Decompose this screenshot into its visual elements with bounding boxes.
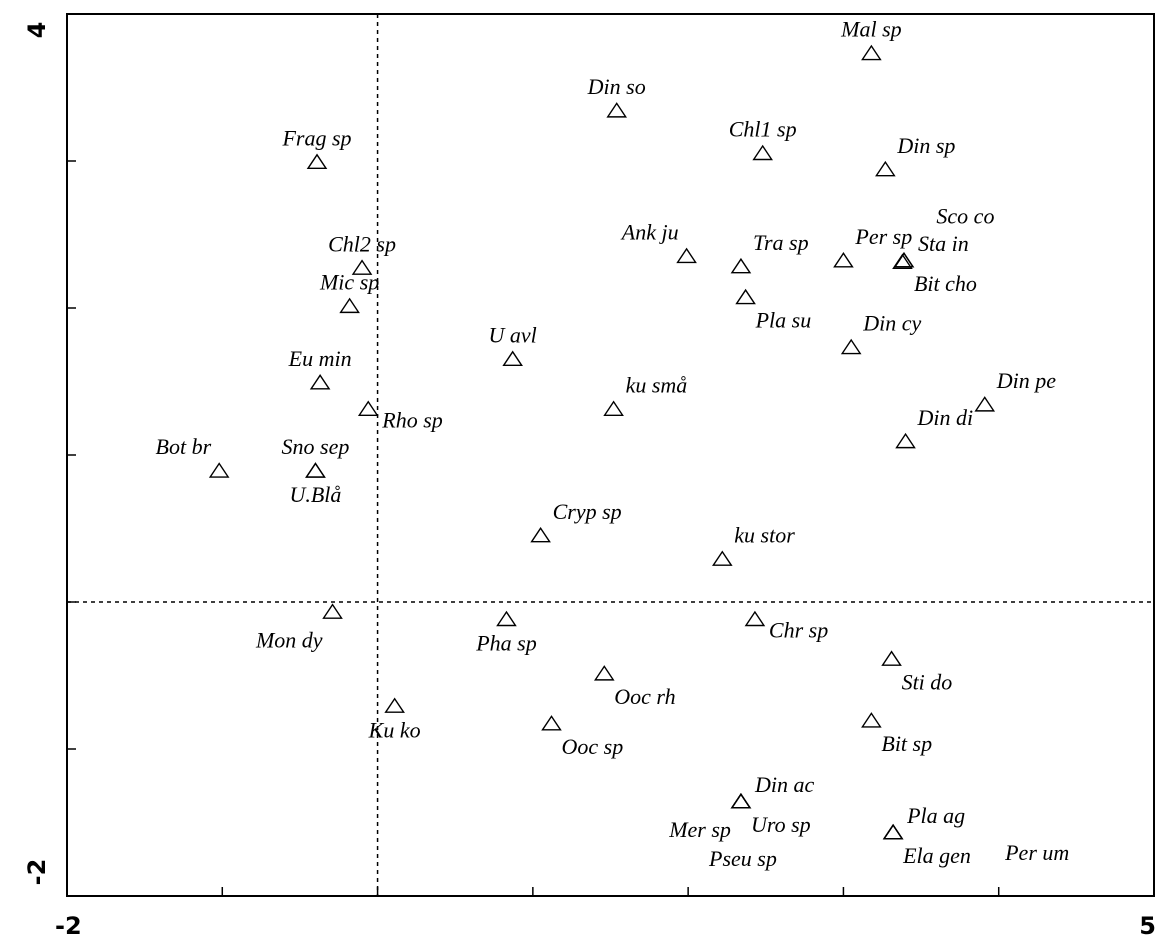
species-label: ku små [626,372,688,397]
species-marker [530,526,551,543]
species-label: Sta in [918,231,969,256]
species-label: Chl1 sp [729,117,797,142]
species-marker [305,462,326,478]
species-label: Rho sp [381,407,443,432]
species-label: Pseu sp [708,846,777,871]
species-label: Din ac [754,772,815,797]
species-label: Bot br [156,434,212,459]
species-marker [730,793,752,809]
species-marker [882,823,904,840]
species-marker [730,257,752,274]
species-marker [339,297,360,314]
species-label: Ela gen [902,843,971,868]
species-marker [875,160,896,177]
species-marker [881,650,902,666]
species-label: Din di [917,405,974,430]
species-points [208,44,996,840]
y-tick-label: -2 [23,859,51,886]
species-marker [882,823,904,840]
axis-tick-labels: -2 5 4 -2 [23,22,1156,940]
species-marker [606,102,628,118]
species-marker [840,338,862,355]
species-label: Frag sp [281,125,351,150]
x-tick-label: -2 [55,912,82,940]
species-marker [744,610,766,627]
species-label: Ank ju [620,220,679,245]
species-marker [593,665,615,681]
species-label: Mon dy [255,627,323,652]
species-marker [861,44,882,61]
species-marker [322,603,343,619]
species-label: Din pe [996,368,1056,393]
species-label: Eu min [288,346,352,371]
species-label: Pha sp [475,631,537,656]
species-marker [603,400,624,416]
species-marker [730,793,752,809]
species-label: Pla su [755,308,812,333]
species-marker [305,462,326,478]
plot-frame [66,13,1155,897]
species-label: Cryp sp [553,499,622,524]
plot-border [66,13,1155,897]
species-label: Sno sep [282,434,350,459]
species-marker [752,144,773,161]
species-label: Mal sp [840,17,902,42]
species-label: Din sp [896,133,955,158]
species-marker [882,823,904,840]
species-label: Ooc rh [614,684,675,709]
species-label: Sti do [902,669,953,694]
species-marker [974,396,996,412]
species-marker [730,793,752,809]
species-marker [541,715,562,731]
species-label: Per sp [854,224,912,249]
species-label: Ooc sp [561,734,623,759]
species-marker [861,712,882,728]
species-label: Bit sp [881,731,932,756]
species-marker [306,153,328,170]
species-marker [351,259,373,275]
species-marker [502,350,523,366]
species-marker [895,432,916,449]
species-labels: Mal sp Din so Frag sp Chl1 sp Din sp Sco co An… [156,17,1070,871]
species-marker [735,288,756,305]
species-label: Ku ko [368,717,421,742]
species-label: Bit cho [914,271,977,296]
x-tick-label: 5 [1139,912,1156,940]
species-marker [496,610,517,627]
species-marker [730,793,752,809]
species-label: Chr sp [769,618,828,643]
species-label: Mic sp [319,270,379,295]
species-marker [711,550,733,566]
species-marker [309,374,331,390]
species-label: Pla ag [906,803,965,828]
species-marker [357,400,379,416]
species-label: Sco co [936,203,994,228]
species-label: Per um [1004,840,1069,865]
species-marker [893,252,915,268]
species-marker [208,462,230,478]
species-label: Chl2 sp [328,231,396,256]
species-label: Din so [587,74,646,99]
species-label: Mer sp [668,817,731,842]
species-marker [893,252,915,268]
species-label: Uro sp [751,812,811,837]
species-label: Tra sp [753,230,809,255]
species-label: U avl [489,322,537,347]
species-label: U.Blå [289,482,341,507]
species-label: Din cy [862,311,921,336]
species-label: ku stor [734,522,795,547]
species-marker [384,697,405,713]
y-tick-label: 4 [23,22,51,39]
axis-ticks [66,13,1155,897]
species-marker [676,247,697,264]
species-marker [833,252,854,268]
